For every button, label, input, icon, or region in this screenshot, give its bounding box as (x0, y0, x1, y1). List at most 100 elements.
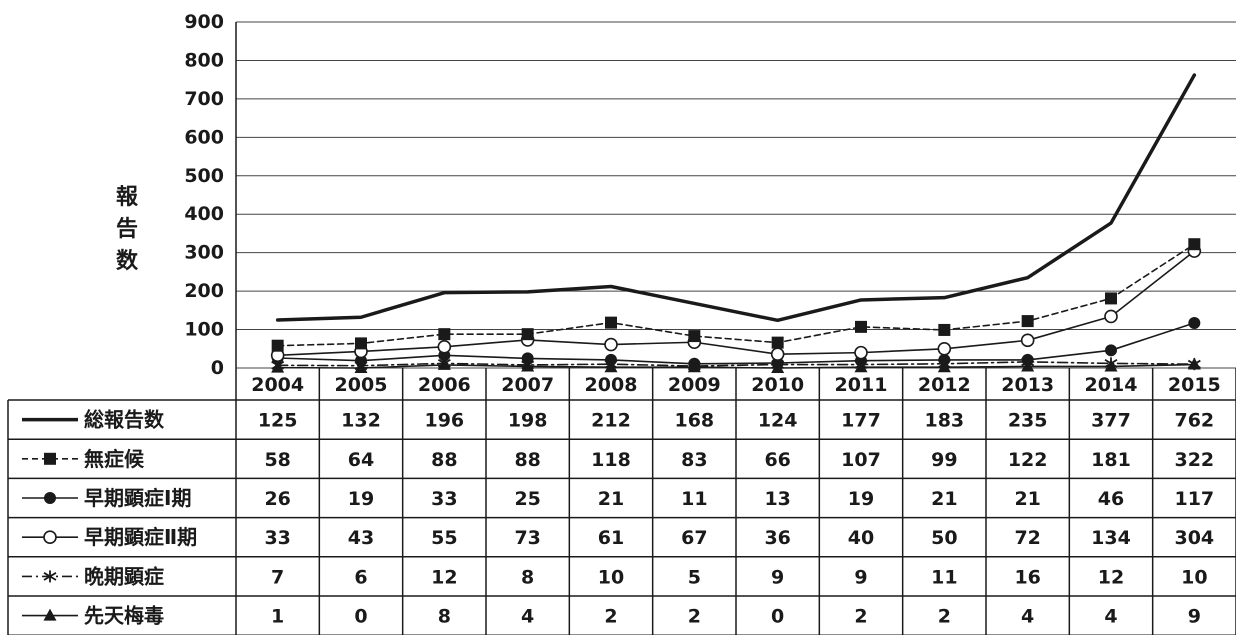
data-point (855, 320, 867, 333)
data-point (271, 339, 284, 352)
table-value: 19 (848, 488, 874, 510)
y-axis-label-char: 告 (115, 217, 138, 242)
y-axis-label-char: 報 (115, 185, 138, 210)
table-value: 198 (508, 410, 548, 432)
x-category-label: 2010 (751, 374, 804, 396)
table-value: 67 (681, 527, 707, 549)
table-value: 118 (591, 449, 631, 471)
table-value: 2 (604, 606, 617, 628)
table-value: 2 (938, 606, 951, 628)
table-value: 9 (1188, 606, 1201, 628)
data-point (437, 340, 452, 354)
y-tick-label: 900 (184, 11, 224, 33)
table-value: 168 (674, 410, 714, 432)
table-value: 43 (348, 527, 374, 549)
data-point (770, 347, 785, 361)
table-value: 132 (341, 410, 381, 432)
table-value: 61 (598, 527, 624, 549)
y-tick-label: 700 (184, 88, 224, 110)
table-value: 88 (431, 449, 457, 471)
x-category-label: 2005 (335, 374, 388, 396)
table-value: 2 (688, 606, 701, 628)
table-value: 55 (431, 527, 457, 549)
table-value: 4 (1104, 606, 1117, 628)
table-value: 9 (854, 566, 867, 588)
x-category-label: 2006 (418, 374, 471, 396)
table-value: 117 (1174, 488, 1214, 510)
table-value: 73 (514, 527, 540, 549)
table-value: 99 (931, 449, 957, 471)
y-axis-label: 報告数 (112, 182, 142, 278)
table-value: 50 (931, 527, 957, 549)
legend-series-name: 先天梅毒 (84, 604, 164, 628)
table-value: 235 (1008, 410, 1048, 432)
data-point (355, 354, 367, 367)
table-value: 212 (591, 410, 631, 432)
data-point (1104, 309, 1118, 324)
data-point (938, 323, 951, 336)
table-value: 10 (1181, 566, 1207, 588)
data-point (1188, 317, 1201, 330)
legend-key-marker (43, 530, 57, 545)
data-point (1105, 344, 1117, 357)
table-value: 122 (1008, 449, 1048, 471)
series-line (275, 73, 1197, 323)
table-value: 21 (931, 488, 957, 510)
table-value: 322 (1174, 449, 1214, 471)
table-value: 304 (1174, 527, 1214, 549)
legend-series-name: 早期顕症Ⅱ期 (84, 525, 197, 549)
x-category-label: 2004 (251, 374, 304, 396)
table-value: 8 (438, 606, 451, 628)
table-value: 181 (1091, 449, 1131, 471)
legend-key-marker (44, 452, 56, 465)
series-line (276, 250, 1196, 357)
x-category-label: 2008 (585, 374, 638, 396)
x-category-label: 2015 (1168, 374, 1221, 396)
data-point (1020, 333, 1035, 348)
table-value: 88 (514, 449, 540, 471)
y-tick-label: 200 (184, 280, 224, 302)
table-value: 21 (1014, 488, 1040, 510)
y-tick-label: 600 (184, 126, 224, 148)
table-value: 66 (764, 449, 790, 471)
table-value: 7 (271, 566, 284, 588)
table-value: 4 (521, 606, 534, 628)
table-value: 33 (431, 488, 457, 510)
table-value: 46 (1098, 488, 1124, 510)
table-value: 33 (264, 527, 290, 549)
table-value: 72 (1014, 527, 1040, 549)
table-value: 21 (598, 488, 624, 510)
y-tick-label: 800 (184, 49, 224, 71)
table-value: 4 (1021, 606, 1034, 628)
table-value: 0 (354, 606, 367, 628)
y-tick-label: 400 (184, 203, 224, 225)
table-value: 183 (924, 410, 964, 432)
table-value: 196 (424, 410, 464, 432)
y-tick-label: 0 (211, 357, 224, 379)
data-point (1187, 358, 1201, 371)
table-value: 64 (348, 449, 374, 471)
y-tick-label: 500 (184, 165, 224, 187)
table-value: 125 (258, 410, 298, 432)
data-point (1021, 315, 1034, 328)
table-value: 107 (841, 449, 881, 471)
data-point (771, 336, 784, 349)
table-value: 9 (771, 566, 784, 588)
table-value: 11 (931, 566, 957, 588)
y-tick-label: 100 (184, 319, 224, 341)
legend-key-marker (43, 608, 57, 621)
table-value: 19 (348, 488, 374, 510)
data-point (438, 328, 451, 341)
table-value: 6 (354, 566, 367, 588)
data-point (938, 353, 951, 366)
y-tick-label: 300 (184, 242, 224, 264)
data-point (688, 357, 701, 370)
table-value: 25 (514, 488, 540, 510)
data-point (521, 328, 534, 341)
table-value: 26 (264, 488, 290, 510)
table-value: 0 (771, 606, 784, 628)
table-value: 11 (681, 488, 707, 510)
table-value: 762 (1174, 410, 1214, 432)
